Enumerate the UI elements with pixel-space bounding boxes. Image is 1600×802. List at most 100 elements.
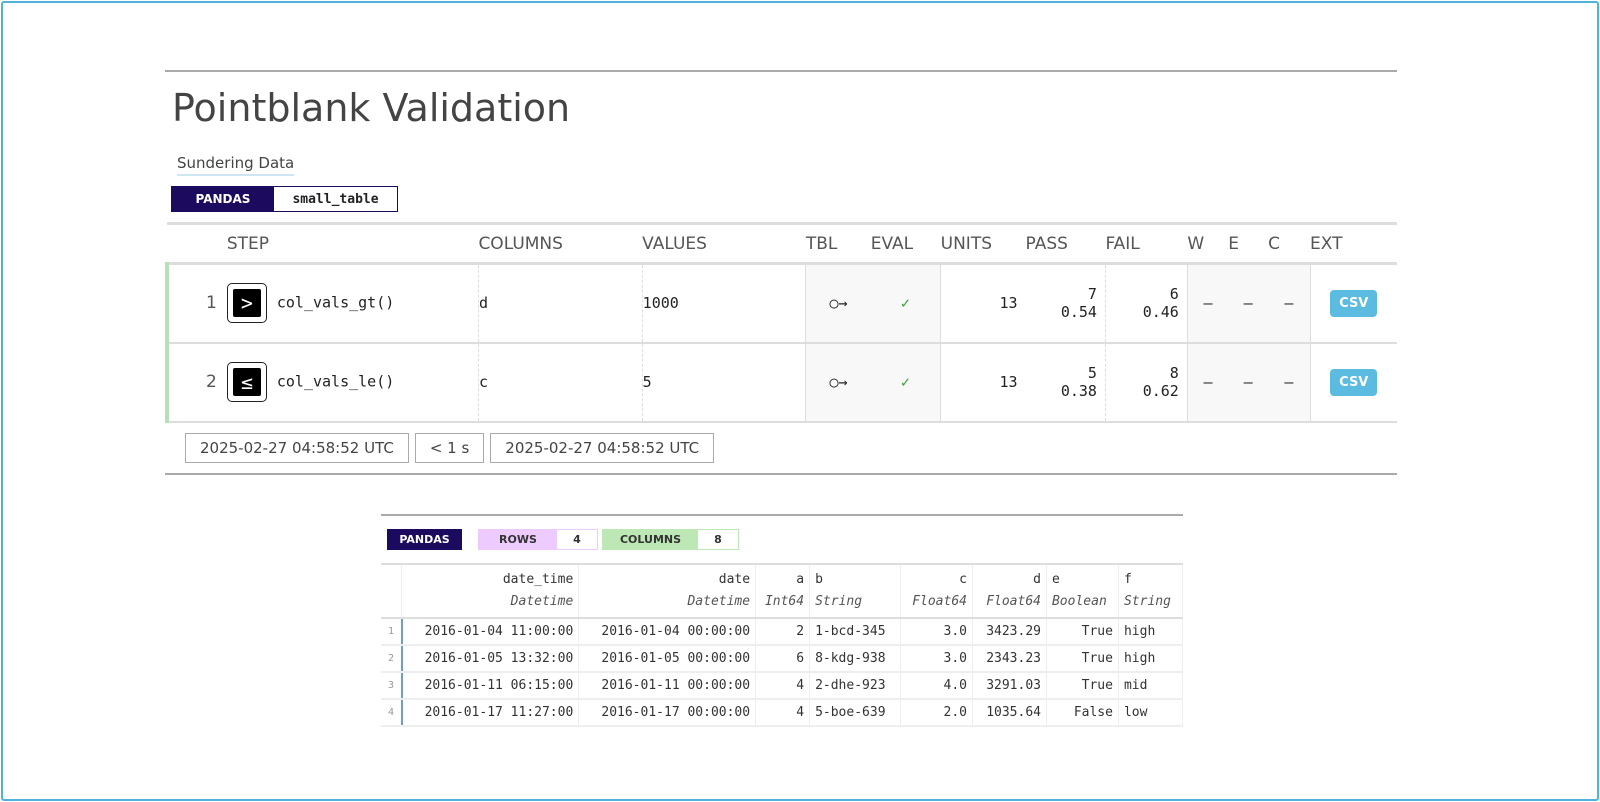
tbl-icon: ○→ [805,342,871,423]
step-row: 2 ≤ col_vals_le() c 5 ○→ ✓ 13 5 0.38 8 0.62— — — CSV [165,342,1397,423]
header-pass: PASS [1025,222,1106,265]
step-number: 2 [165,342,227,423]
table-cell: 1-bcd-345 [809,618,902,646]
threshold-c: — [1268,342,1311,423]
table-cell: 2016-01-11 06:15:00 [401,672,580,700]
csv-download-button[interactable]: CSV [1330,368,1378,396]
header-fail: FAIL [1105,222,1188,265]
table-cell: 6 [755,645,811,673]
table-cell: True [1046,618,1119,646]
step-row: 1 > col_vals_gt() d 1000 ○→ ✓ 13 7 0.54 6 0.46— — — CS… [165,263,1397,344]
ext: CSV [1309,342,1397,423]
end-time: 2025-02-27 04:58:52 UTC [490,432,715,463]
column-dtype: Int64 [764,594,805,609]
preview-type: PANDAS [387,529,462,550]
divider [381,514,1183,516]
data-preview: PANDAS ROWS 4 COLUMNS 8 date_time Datetim… [381,514,1184,727]
column-header: f String [1118,563,1184,619]
table-cell: mid [1118,672,1184,700]
header-e: E [1228,222,1269,265]
column-header: date_time Datetime [401,563,580,619]
threshold-e: — [1228,263,1269,344]
fail-fraction: 0.46 [1142,303,1179,322]
timing-footer: 2025-02-27 04:58:52 UTC < 1 s 2025-02-27… [185,432,1397,463]
column-header: d Float64 [972,563,1047,619]
pass: 5 0.38 [1025,342,1106,423]
step-value: 5 [641,342,806,423]
preview-header: date_time Datetime date Datetime a Int64 b Stri… [381,563,1184,619]
rows-badge: ROWS 4 [478,529,598,550]
table-cell: high [1118,618,1184,646]
columns-badge: COLUMNS 8 [602,529,739,550]
table-cell: 3291.03 [972,672,1047,700]
column-dtype: Boolean [1051,594,1107,609]
icon-glyph: > [232,289,261,318]
table-cell: 2016-01-17 00:00:00 [578,699,757,727]
column-name: e [1051,572,1060,587]
threshold-w: — [1186,263,1229,344]
header-values: VALUES [642,222,806,265]
table-cell: 3.0 [900,645,973,673]
fail: 8 0.62 [1104,342,1188,423]
table-row: 1 2016-01-04 11:00:00 2016-01-04 00:00:00 2… [381,618,1184,646]
column-dtype: Float64 [912,594,967,609]
report-label: Sundering Data [177,154,295,176]
function-name: col_vals_gt() [276,293,395,312]
less-equal-icon: ≤ [226,362,267,402]
column-name: date_time [502,572,574,587]
table-name: small_table [292,191,379,207]
step-function: > col_vals_gt() [226,263,479,344]
column-dtype: Datetime [687,594,751,609]
tbl-icon: ○→ [805,263,871,344]
table-cell: 8-kdg-938 [809,645,902,673]
eval-check-icon: ✓ [870,263,941,344]
page-title: Pointblank Validation [172,86,571,130]
column-dtype: String [1123,594,1171,609]
preview-badges: PANDAS ROWS 4 COLUMNS 8 [387,529,1183,550]
table-cell: 2.0 [900,699,973,727]
table-cell: 1035.64 [972,699,1047,727]
eval-check-icon: ✓ [870,342,941,423]
header-units: UNITS [940,222,1026,265]
threshold-c: — [1268,263,1311,344]
step-number: 1 [165,263,227,344]
divider [165,472,1397,475]
function-name: col_vals_le() [276,372,395,391]
column-name: a [796,572,805,587]
header-row: STEP COLUMNS VALUES TBL EVAL UNITS PASS … [167,222,1397,265]
header-c: C [1268,222,1311,265]
row-number: 2 [381,645,403,673]
row-number: 1 [381,618,403,646]
row-number: 4 [381,699,403,727]
step-column: c [477,342,643,423]
header-w: W [1187,222,1229,265]
column-header: c Float64 [900,563,973,619]
step-value: 1000 [641,263,806,344]
table-cell: 4 [755,672,811,700]
step-column: d [477,263,643,344]
pass-count: 5 [1087,364,1097,382]
table-cell: True [1046,672,1119,700]
table-cell: 5-boe-639 [809,699,902,727]
table-cell: 2016-01-04 11:00:00 [401,618,580,646]
table-cell: 2016-01-05 00:00:00 [578,645,757,673]
header-ext: EXT [1310,222,1397,265]
step-function: ≤ col_vals_le() [226,342,479,423]
table-row: 4 2016-01-17 11:27:00 2016-01-17 00:00:00 4… [381,699,1184,727]
table-cell: 4 [755,699,811,727]
csv-download-button[interactable]: CSV [1330,289,1378,317]
header-step: STEP [226,222,479,265]
column-header: b String [809,563,902,619]
table-cell: 3423.29 [972,618,1047,646]
table-cell: True [1046,645,1119,673]
table-row: 3 2016-01-11 06:15:00 2016-01-11 00:00:00 4… [381,672,1184,700]
header-columns: COLUMNS [478,222,643,265]
threshold-e: — [1228,342,1269,423]
column-name: date [718,572,751,587]
divider [165,70,1397,72]
table-cell: 3.0 [900,618,973,646]
pass-fraction: 0.54 [1060,303,1097,322]
column-name: d [1033,572,1041,587]
table-cell: 2016-01-04 00:00:00 [578,618,757,646]
